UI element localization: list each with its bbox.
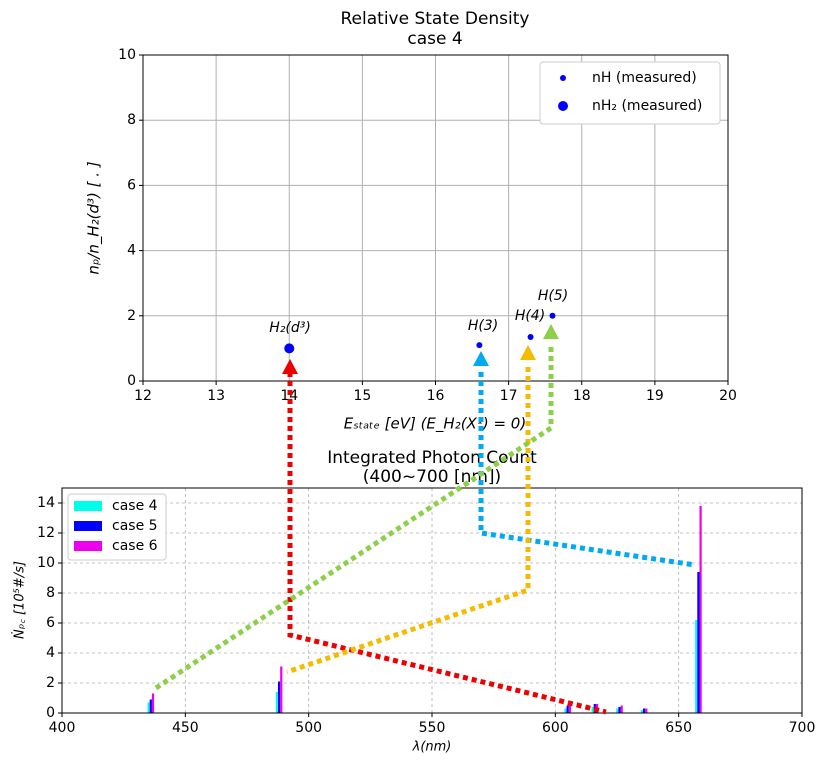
bar [616,708,619,713]
x-tick-label: 500 [295,720,322,736]
connector [286,367,531,675]
chart-subtitle: case 4 [407,29,462,49]
point [549,312,556,319]
annotation: H₂(d³) [269,320,311,336]
connector-arrow [282,359,298,374]
chart-title: Integrated Photon Count [327,448,537,468]
bar [280,666,283,713]
y-tick-label: 0 [46,705,55,721]
bar [147,702,150,713]
bar [620,705,623,713]
x-tick-label: 550 [419,720,446,736]
bar [697,572,700,713]
y-axis-label: Ṅₚ꜀ [10⁵#/s] [12,561,28,639]
bar [695,620,698,713]
connector-arrow [543,324,559,339]
x-axis-label: λ(nm) [412,740,452,755]
x-tick-label: 12 [134,388,152,404]
legend-marker [558,101,568,111]
bar [640,710,644,713]
bar [564,708,567,713]
y-tick-label: 2 [46,675,55,691]
bar [618,707,621,713]
legend-swatch [74,521,102,531]
legend-box [539,61,721,125]
x-tick-label: 400 [49,720,76,736]
legend-label: nH (measured) [592,70,697,86]
bar [149,699,152,713]
x-tick-label: 20 [719,388,737,404]
annotation: H(5) [538,288,568,304]
y-tick-label: 12 [37,525,55,541]
x-axis-label: Eₛₜₐₜₑ [eV] (E_H₂(X¹) = 0) [344,415,526,434]
y-tick-label: 8 [46,585,55,601]
y-tick-label: 10 [118,47,136,63]
bar [645,708,648,713]
y-tick-label: 6 [46,615,55,631]
connector-arrow [473,351,489,366]
x-tick-label: 17 [500,388,518,404]
y-tick-label: 14 [37,495,55,511]
bar [643,708,646,713]
y-tick-label: 10 [37,555,55,571]
legend-label: case 5 [112,518,158,534]
legend-label: case 4 [112,498,158,514]
legend-swatch [74,501,102,511]
x-tick-label: 18 [573,388,591,404]
bar [566,705,569,713]
y-tick-label: 8 [127,112,136,128]
x-tick-label: 14 [280,388,298,404]
point [527,333,534,340]
legend-swatch [74,541,102,551]
bar [591,707,594,713]
legend-label: nH₂ (measured) [592,98,702,114]
legend-label: case 6 [112,538,158,554]
connector [287,372,607,715]
connector-arrow [520,345,536,360]
y-tick-label: 0 [127,373,136,389]
y-tick-label: 4 [46,645,55,661]
x-tick-label: 15 [353,388,371,404]
chart-title: Relative State Density [341,9,530,29]
plot-frame [142,54,729,382]
legend: case 4 case 5 case 6 [67,493,167,561]
x-tick-label: 600 [542,720,569,736]
bar [151,693,155,713]
y-tick-label: 6 [127,177,136,193]
x-tick-label: 650 [665,720,692,736]
annotation: H(4) [515,308,545,324]
legend: nH (measured) nH₂ (measured) [539,61,721,125]
y-tick-label: 2 [127,308,136,324]
legend-marker [560,75,566,81]
plot-frame [61,487,803,714]
bar [568,704,571,713]
x-tick-label: 16 [427,388,445,404]
y-tick-label: 4 [127,243,136,259]
point [476,342,483,349]
bar [277,681,281,713]
x-tick-label: 13 [207,388,225,404]
bar [275,692,278,713]
x-tick-label: 450 [172,720,199,736]
point [284,343,295,354]
annotation: H(3) [468,318,498,334]
x-tick-label: 700 [789,720,816,736]
y-axis-label: nₚ/n_H₂(d³) [ . ] [85,161,104,274]
connector [154,347,554,691]
bar [699,506,702,713]
x-tick-label: 19 [646,388,664,404]
